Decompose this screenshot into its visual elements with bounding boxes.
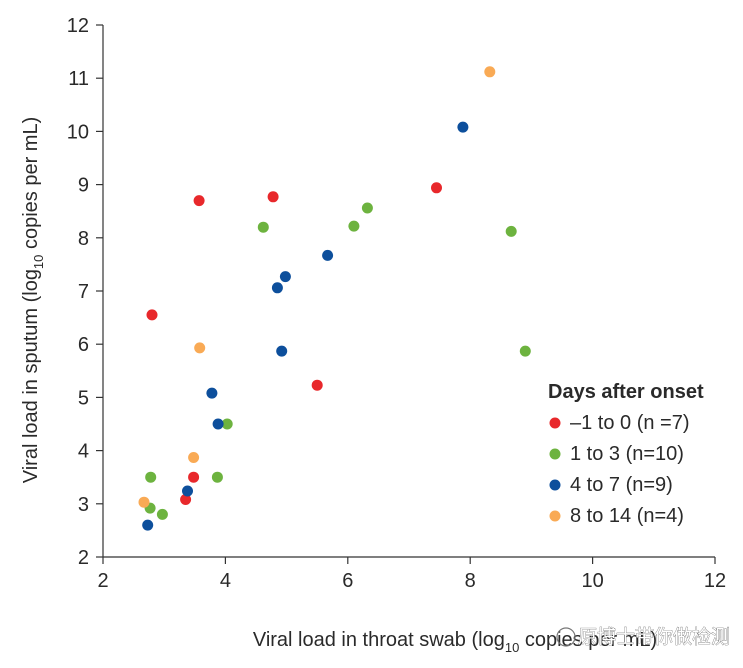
data-point bbox=[180, 494, 192, 505]
watermark-text: 原博士带你做检测 bbox=[578, 626, 730, 648]
data-point bbox=[211, 471, 223, 483]
y-tick-label: 9 bbox=[78, 175, 89, 197]
data-points bbox=[138, 66, 531, 531]
y-tick-label: 2 bbox=[78, 547, 89, 569]
x-tick-label: 8 bbox=[465, 570, 476, 592]
y-tick-label: 11 bbox=[68, 68, 89, 90]
x-axis-title: Viral load in throat swab (log10 copies … bbox=[253, 629, 657, 655]
y-tick-label: 6 bbox=[78, 334, 89, 356]
x-tick-label: 6 bbox=[342, 570, 353, 592]
data-point bbox=[145, 471, 157, 483]
data-point bbox=[206, 387, 218, 399]
data-point bbox=[194, 342, 206, 354]
data-point bbox=[212, 418, 224, 430]
x-tick-label: 12 bbox=[704, 570, 726, 592]
y-axis-title: Viral load in sputum (log10 copies per m… bbox=[20, 117, 46, 484]
x-tick-label: 2 bbox=[97, 570, 108, 592]
x-tick-label: 10 bbox=[581, 570, 603, 592]
y-tick-label: 5 bbox=[78, 387, 89, 409]
data-point bbox=[257, 221, 269, 233]
y-tick-label: 4 bbox=[78, 441, 89, 463]
data-point bbox=[267, 191, 279, 203]
data-point bbox=[188, 471, 200, 483]
legend-marker bbox=[549, 448, 561, 460]
data-point bbox=[457, 121, 469, 133]
data-point bbox=[484, 66, 496, 78]
data-point bbox=[311, 379, 323, 391]
data-point bbox=[276, 345, 288, 357]
data-point bbox=[322, 249, 334, 261]
data-point bbox=[156, 508, 168, 520]
watermark-icon bbox=[556, 627, 576, 647]
legend-label: –1 to 0 (n =7) bbox=[570, 412, 690, 434]
axes: 2 4 6 8 10 12 2 3 4 5 6 7 8 9 10 11 12 bbox=[67, 15, 726, 592]
legend-label: 8 to 14 (n=4) bbox=[570, 505, 684, 527]
legend: Days after onset –1 to 0 (n =7) 1 to 3 (n=… bbox=[548, 381, 704, 527]
data-point bbox=[193, 195, 205, 207]
legend-marker bbox=[549, 510, 561, 522]
data-point bbox=[279, 271, 291, 283]
legend-title: Days after onset bbox=[548, 381, 704, 403]
watermark: 原博士带你做检测 bbox=[556, 626, 730, 648]
x-tick-label: 4 bbox=[220, 570, 231, 592]
data-point bbox=[188, 452, 200, 463]
data-point bbox=[348, 220, 360, 232]
legend-label: 4 to 7 (n=9) bbox=[570, 474, 673, 496]
y-tick-label: 3 bbox=[78, 494, 89, 516]
data-point bbox=[431, 182, 442, 194]
y-tick-label: 10 bbox=[67, 121, 89, 143]
data-point bbox=[182, 485, 193, 497]
data-point bbox=[138, 496, 150, 508]
y-tick-label: 12 bbox=[67, 15, 89, 37]
data-point bbox=[519, 345, 531, 357]
data-point bbox=[142, 519, 154, 531]
y-tick-label: 8 bbox=[78, 228, 89, 250]
legend-marker bbox=[549, 417, 561, 429]
y-tick-label: 7 bbox=[78, 281, 89, 303]
data-point bbox=[505, 225, 517, 237]
data-point bbox=[271, 282, 283, 294]
data-point bbox=[146, 309, 158, 321]
data-point bbox=[361, 202, 373, 214]
data-point bbox=[221, 418, 233, 430]
legend-marker bbox=[549, 479, 561, 491]
legend-label: 1 to 3 (n=10) bbox=[570, 443, 684, 465]
